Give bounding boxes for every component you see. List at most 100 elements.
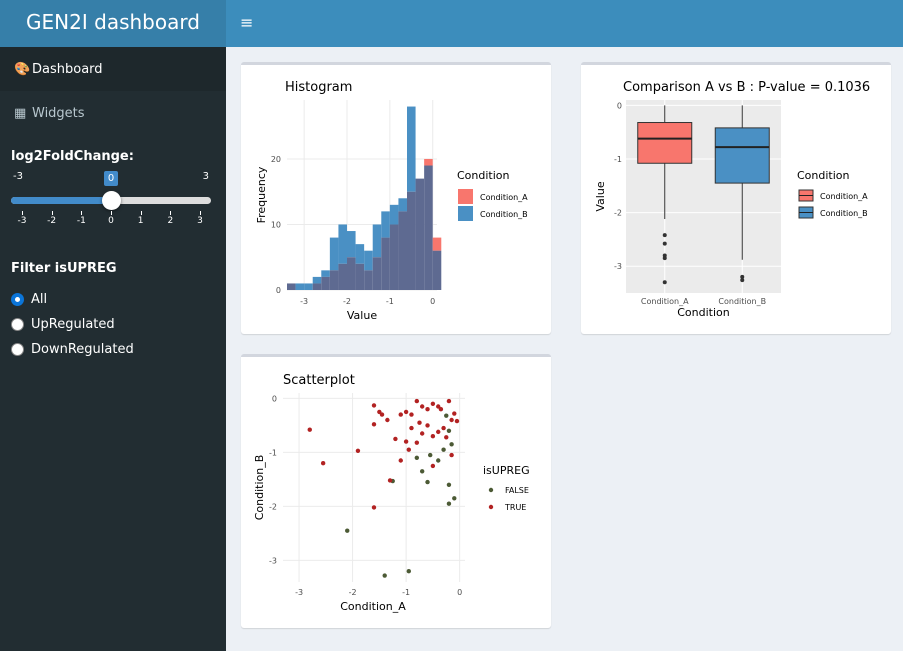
histogram-bar xyxy=(321,270,330,277)
slider-tick xyxy=(140,211,142,215)
radio-label: All xyxy=(31,292,48,307)
histogram-chart: Histogram -3 -2 -1 0 0 10 20 Value Frequency Cond… xyxy=(255,80,528,322)
outlier-point xyxy=(662,233,667,238)
scatter-point xyxy=(430,463,436,469)
legend-key xyxy=(488,504,494,510)
radio-button[interactable] xyxy=(11,318,24,331)
scatter-point xyxy=(409,425,414,431)
slider-tick xyxy=(51,211,53,215)
scatter-point xyxy=(377,409,382,415)
scatter-point xyxy=(406,569,411,574)
x-axis-label: Condition xyxy=(677,306,730,319)
filter-label: Filter isUPREG xyxy=(11,261,117,276)
histogram-bar xyxy=(329,237,339,271)
slider-min-label: -3 xyxy=(13,171,23,182)
radio-downregulated[interactable]: DownRegulated xyxy=(11,337,134,362)
x-tick-label: -1 xyxy=(402,588,410,597)
legend-title: Condition xyxy=(797,169,850,182)
slider-tick-label: 2 xyxy=(167,216,174,226)
radio-upregulated[interactable]: UpRegulated xyxy=(11,312,134,337)
radio-button[interactable] xyxy=(11,343,24,356)
outlier-point xyxy=(740,278,745,283)
histogram-bar xyxy=(432,237,442,251)
boxplot-chart: Comparison A vs B : P-value = 0.1036 0 -1… xyxy=(594,80,870,319)
histogram-bar-overlap xyxy=(415,178,425,290)
scatter-point xyxy=(419,431,425,436)
app-title[interactable]: GEN2I dashboard xyxy=(0,0,226,47)
scatterplot-box: Scatterplot -3 -2 -1 0 0 -1 -2 -3 Condition_A Con… xyxy=(241,354,551,628)
radio-all[interactable]: All xyxy=(11,287,134,312)
scatter-point xyxy=(449,442,454,447)
y-tick-label: 0 xyxy=(272,394,277,403)
slider-value-badge: 0 xyxy=(104,171,118,186)
chart-title: Comparison A vs B : P-value = 0.1036 xyxy=(623,80,870,95)
y-tick-label: 0 xyxy=(617,101,622,110)
sidebar-item-label: Dashboard xyxy=(32,61,103,77)
scatter-point xyxy=(419,469,425,474)
scatter-point xyxy=(446,428,452,433)
histogram-bar-overlap xyxy=(321,276,330,290)
boxplot-box: Comparison A vs B : P-value = 0.1036 0 -1… xyxy=(581,62,891,334)
legend-label: Condition_B xyxy=(820,209,868,218)
slider-fill xyxy=(11,197,111,204)
slider-max-label: 3 xyxy=(202,171,209,182)
outlier-point xyxy=(740,274,745,279)
log2foldchange-slider[interactable]: -3 3 0 -3 -2 -1 0 1 2 3 xyxy=(11,171,211,231)
y-tick-label: 10 xyxy=(271,220,281,229)
x-axis-label: Value xyxy=(347,309,377,322)
scatter-point xyxy=(371,403,377,408)
slider-tick xyxy=(200,211,201,215)
outlier-point xyxy=(662,256,667,261)
scatter-point xyxy=(449,417,454,423)
table-icon: ▦ xyxy=(14,105,27,121)
histogram-bar-overlap xyxy=(407,191,416,290)
x-tick-label: -1 xyxy=(386,297,394,306)
scatter-point xyxy=(398,412,403,417)
scatter-point xyxy=(430,434,436,439)
slider-tick-label: 1 xyxy=(137,216,144,226)
y-tick-label: -2 xyxy=(269,502,277,511)
scatter-point xyxy=(409,412,414,417)
scatterplot-chart: Scatterplot -3 -2 -1 0 0 -1 -2 -3 Condition_A Con… xyxy=(253,373,530,613)
histogram-bar-overlap xyxy=(432,250,442,290)
y-axis-label: Value xyxy=(594,181,607,211)
scatter-point xyxy=(454,418,460,424)
scatter-point xyxy=(307,427,312,432)
y-tick-label: -1 xyxy=(269,448,277,457)
histogram-box: Histogram -3 -2 -1 0 0 10 20 Value Frequency Cond… xyxy=(241,62,551,334)
histogram-bar xyxy=(424,158,433,166)
sidebar: 🎨 Dashboard ▦ Widgets log2FoldChange: -3… xyxy=(0,47,226,651)
x-tick-label: 0 xyxy=(457,588,462,597)
histogram-bar xyxy=(381,211,390,238)
slider-tick-label: 0 xyxy=(108,216,114,226)
slider-handle[interactable] xyxy=(102,191,121,210)
scatter-point xyxy=(425,479,430,485)
histogram-bar xyxy=(389,204,399,225)
scatter-point xyxy=(406,447,411,452)
histogram-bar-overlap xyxy=(287,283,296,290)
scatter-point xyxy=(385,417,390,423)
slider-tick xyxy=(81,211,83,215)
histogram-bar xyxy=(364,250,373,271)
scatter-point xyxy=(441,425,446,431)
scatter-point xyxy=(417,420,422,425)
hamburger-menu-icon[interactable]: ≡ xyxy=(240,13,254,32)
chart-title: Histogram xyxy=(285,80,352,95)
histogram-bar xyxy=(398,198,407,212)
scatter-point xyxy=(452,496,457,501)
legend-key xyxy=(458,189,473,204)
y-axis-label: Condition_B xyxy=(253,455,266,521)
slider-tick xyxy=(111,211,112,215)
sidebar-item-widgets[interactable]: ▦ Widgets xyxy=(0,91,226,135)
scatter-point xyxy=(393,436,398,442)
radio-button[interactable] xyxy=(11,293,24,306)
x-tick-label: -3 xyxy=(300,297,308,306)
sidebar-item-dashboard[interactable]: 🎨 Dashboard xyxy=(0,47,226,91)
scatter-point xyxy=(414,398,420,404)
scatter-point xyxy=(452,411,457,416)
x-tick-label: Condition_B xyxy=(718,297,766,306)
scatter-point xyxy=(438,407,444,412)
palette-icon: 🎨 xyxy=(14,61,31,77)
histogram-bar-overlap xyxy=(312,283,322,290)
y-tick-label: 20 xyxy=(271,155,281,164)
